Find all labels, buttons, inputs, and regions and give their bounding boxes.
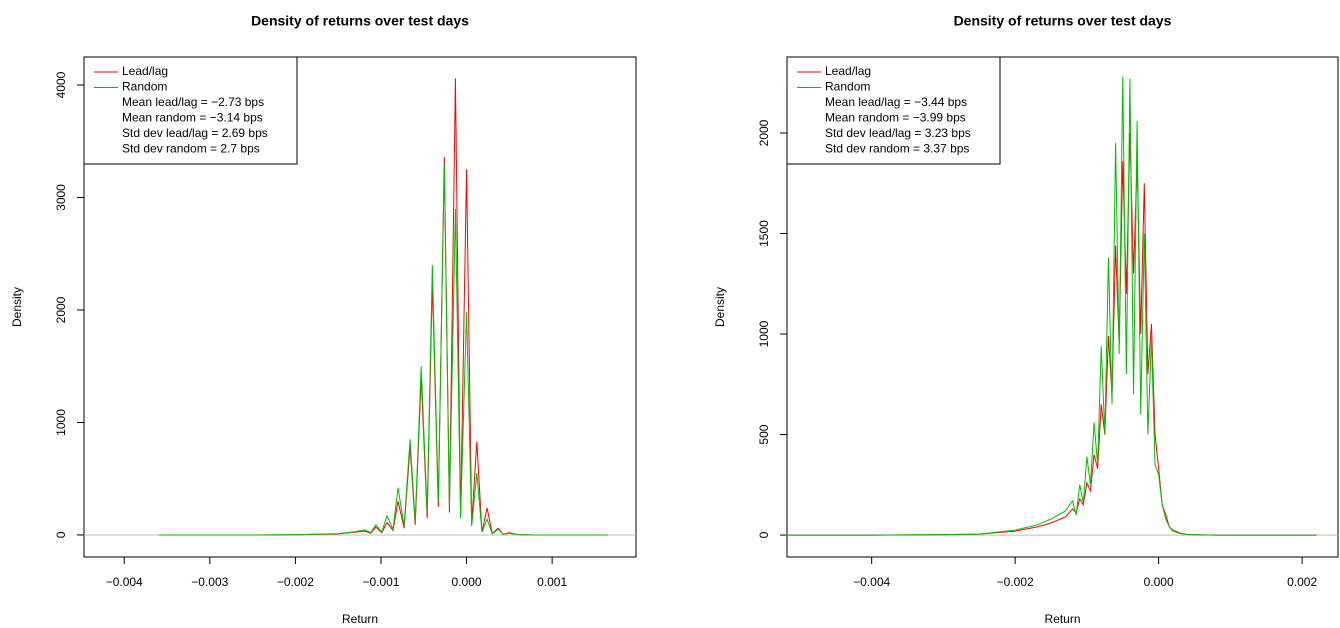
y-tick-label: 500 xyxy=(757,424,771,444)
chart-title: Density of returns over test days xyxy=(251,13,469,29)
x-tick-label: −0.002 xyxy=(277,575,314,589)
y-tick-label: 4000 xyxy=(54,71,68,98)
x-tick-label: 0.001 xyxy=(537,575,567,589)
legend-note: Mean lead/lag = −2.73 bps xyxy=(122,95,264,109)
x-tick-label: 0.000 xyxy=(1144,575,1174,589)
legend-note: Mean random = −3.99 bps xyxy=(825,111,966,125)
y-tick-label: 2000 xyxy=(54,296,68,323)
legend-note: Std dev random = 2.7 bps xyxy=(122,142,260,156)
legend-label: Lead/lag xyxy=(122,64,168,78)
legend-note: Std dev random = 3.37 bps xyxy=(825,142,969,156)
y-tick-label: 3000 xyxy=(54,184,68,211)
x-tick-label: −0.004 xyxy=(853,575,890,589)
y-tick-label: 1500 xyxy=(757,220,771,247)
x-tick-label: −0.002 xyxy=(997,575,1034,589)
y-tick-label: 1000 xyxy=(757,320,771,347)
y-tick-label: 0 xyxy=(54,531,68,538)
legend-note: Mean lead/lag = −3.44 bps xyxy=(825,95,967,109)
x-axis-label: Return xyxy=(342,612,378,626)
y-tick-label: 0 xyxy=(757,531,771,538)
y-axis-label: Density xyxy=(10,287,24,327)
plot: Density of returns over test days Return D… xyxy=(10,13,637,626)
y-tick-label: 1000 xyxy=(54,409,68,436)
plot: Density of returns over test days Return D… xyxy=(713,13,1339,626)
legend-label: Lead/lag xyxy=(825,64,871,78)
legend-label: Random xyxy=(122,80,167,94)
x-tick-label: 0.000 xyxy=(452,575,482,589)
density-line xyxy=(158,163,608,536)
y-axis-label: Density xyxy=(713,287,727,327)
plot-frame xyxy=(83,56,637,558)
legend-label: Random xyxy=(825,80,870,94)
density-line xyxy=(785,132,1317,536)
legend-note: Mean random = −3.14 bps xyxy=(122,111,263,125)
legend-box xyxy=(786,56,1001,165)
x-axis-label: Return xyxy=(1044,612,1080,626)
legend-note: Std dev lead/lag = 2.69 bps xyxy=(122,126,268,140)
x-tick-label: −0.001 xyxy=(362,575,399,589)
y-tick-label: 2000 xyxy=(757,119,771,146)
x-tick-label: −0.004 xyxy=(106,575,143,589)
legend-box xyxy=(83,56,298,165)
chart-title: Density of returns over test days xyxy=(954,13,1172,29)
x-tick-label: −0.003 xyxy=(191,575,228,589)
density-line xyxy=(785,76,1317,536)
legend-note: Std dev lead/lag = 3.23 bps xyxy=(825,126,971,140)
plot-frame xyxy=(786,56,1339,558)
x-tick-label: 0.002 xyxy=(1287,575,1317,589)
